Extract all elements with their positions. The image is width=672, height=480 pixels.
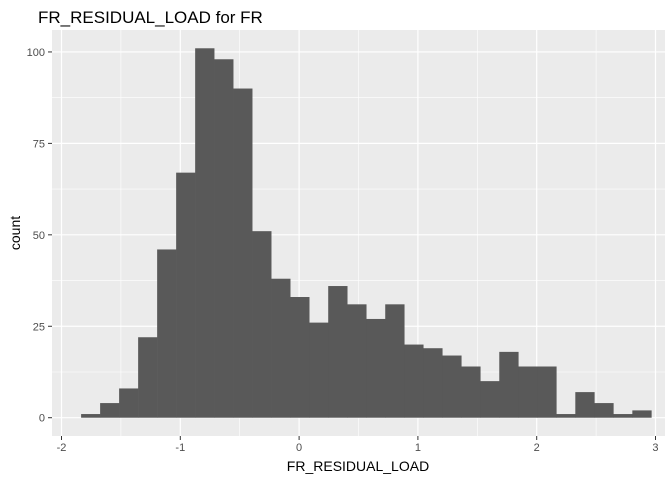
y-tick-label: 50: [33, 230, 45, 242]
y-tick-label: 0: [39, 413, 45, 425]
histogram-bar: [271, 278, 291, 418]
histogram-bar: [252, 231, 272, 418]
x-tick-label: 1: [415, 442, 421, 454]
histogram-bar: [157, 249, 177, 418]
histogram-bar: [290, 297, 310, 418]
x-tick-label: -1: [175, 442, 185, 454]
histogram-bar: [404, 344, 424, 418]
y-axis-title: count: [7, 216, 23, 250]
x-tick-label: -2: [57, 442, 67, 454]
histogram-bar: [119, 388, 139, 418]
x-axis-title: FR_RESIDUAL_LOAD: [287, 458, 429, 474]
histogram-bar: [423, 348, 443, 418]
histogram-bar: [214, 59, 234, 418]
histogram-bar: [81, 414, 101, 418]
histogram-bar: [138, 337, 158, 418]
y-tick-label: 75: [33, 138, 45, 150]
histogram-bar: [594, 403, 614, 418]
histogram-bar: [518, 366, 538, 418]
histogram-bar: [347, 304, 367, 418]
histogram-bar: [176, 172, 196, 418]
histogram-bar: [499, 351, 519, 418]
y-tick-label: 25: [33, 321, 45, 333]
x-tick-label: 2: [534, 442, 540, 454]
histogram-bar: [328, 286, 348, 418]
histogram-bar: [309, 322, 329, 418]
histogram-bar: [442, 355, 462, 418]
histogram-bar: [385, 304, 405, 418]
histogram-bar: [537, 366, 557, 418]
y-axis: 0 25 50 75 100: [27, 47, 52, 425]
chart-title: FR_RESIDUAL_LOAD for FR: [38, 8, 263, 27]
x-tick-label: 3: [652, 442, 658, 454]
histogram-bar: [233, 88, 253, 418]
histogram-bar: [366, 318, 386, 418]
histogram-bar: [632, 410, 652, 418]
histogram-bar: [195, 48, 215, 418]
histogram-bar: [461, 366, 481, 418]
histogram-bar: [100, 403, 120, 418]
bars-group: [81, 48, 652, 418]
histogram-bar: [556, 414, 576, 418]
histogram-bar: [613, 414, 633, 418]
histogram-bar: [575, 392, 595, 418]
x-axis: -2 -1 0 1 2 3: [57, 436, 659, 454]
histogram-bar: [480, 381, 500, 418]
y-tick-label: 100: [27, 47, 45, 59]
x-tick-label: 0: [296, 442, 302, 454]
